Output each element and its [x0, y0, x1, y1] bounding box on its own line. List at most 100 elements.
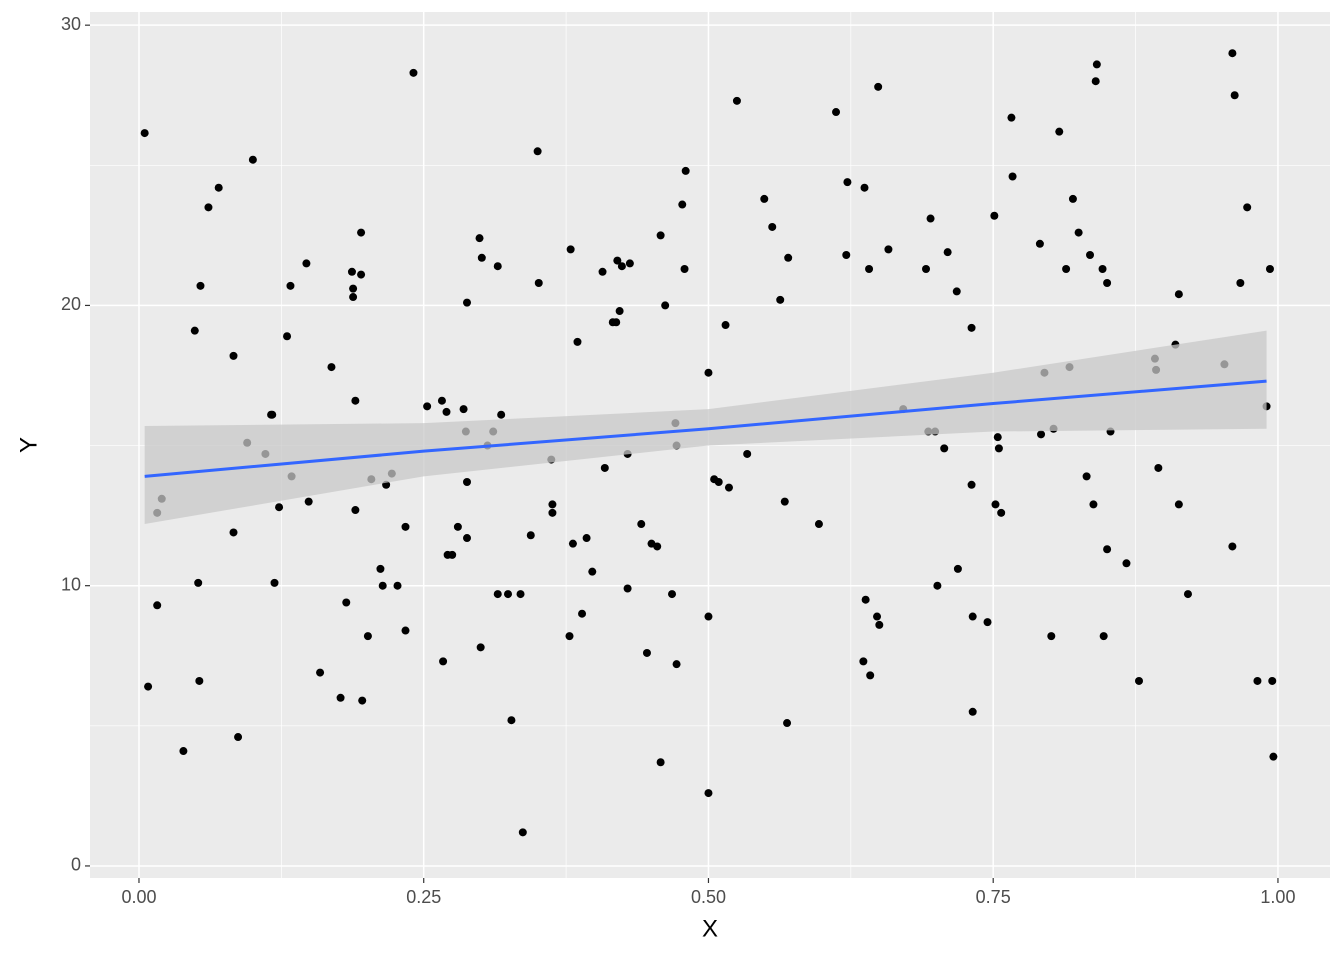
point: [234, 733, 243, 742]
point: [865, 264, 874, 273]
point: [493, 590, 502, 599]
point: [704, 368, 713, 377]
point: [656, 758, 665, 767]
point: [681, 166, 690, 175]
point: [991, 500, 1000, 509]
y-tick-label: 20: [61, 294, 81, 314]
point: [1253, 676, 1262, 685]
point: [1103, 545, 1112, 554]
point: [783, 719, 792, 728]
point: [1236, 279, 1245, 288]
x-tick-label: 0.00: [121, 887, 156, 907]
point: [409, 68, 418, 77]
point: [1103, 279, 1112, 288]
point: [229, 528, 238, 537]
point: [475, 234, 484, 243]
point: [1035, 239, 1044, 248]
point: [566, 245, 575, 254]
point: [1228, 542, 1237, 551]
point: [943, 248, 952, 257]
point: [459, 405, 468, 414]
point: [578, 609, 587, 618]
point: [859, 657, 868, 666]
point: [866, 671, 875, 680]
point: [968, 707, 977, 716]
point: [926, 214, 935, 223]
point: [351, 396, 360, 405]
point: [613, 256, 622, 265]
point: [1047, 632, 1056, 641]
point: [140, 129, 149, 138]
point: [832, 108, 841, 117]
point: [732, 96, 741, 105]
point: [548, 500, 557, 509]
point: [565, 632, 574, 641]
point: [861, 595, 870, 604]
x-tick-label: 0.75: [976, 887, 1011, 907]
point: [275, 503, 284, 512]
point: [437, 396, 446, 405]
point: [423, 402, 432, 411]
point: [1228, 49, 1237, 58]
point: [661, 301, 670, 310]
point: [144, 682, 153, 691]
point: [526, 531, 535, 540]
point: [534, 279, 543, 288]
x-tick-label: 1.00: [1260, 887, 1295, 907]
x-tick-label: 0.25: [406, 887, 441, 907]
confidence-band: [144, 330, 1267, 525]
point: [1086, 250, 1095, 259]
point: [304, 497, 313, 506]
point: [248, 155, 257, 164]
point: [617, 262, 626, 271]
point: [776, 295, 785, 304]
point: [286, 281, 295, 290]
point: [990, 211, 999, 220]
point: [724, 483, 733, 492]
point: [1269, 752, 1278, 761]
point: [1122, 559, 1131, 568]
y-axis-title: Y: [15, 437, 42, 453]
point: [1154, 463, 1163, 472]
point: [476, 643, 485, 652]
point: [721, 321, 730, 330]
point: [1082, 472, 1091, 481]
point: [351, 506, 360, 515]
point: [378, 581, 387, 590]
point: [588, 567, 597, 576]
point: [680, 264, 689, 273]
point: [656, 231, 665, 240]
point: [993, 433, 1002, 442]
point: [463, 477, 472, 486]
point: [714, 477, 723, 486]
point: [874, 82, 883, 91]
point: [983, 618, 992, 627]
point: [573, 337, 582, 346]
point: [349, 293, 358, 302]
point: [784, 253, 793, 262]
point: [967, 480, 976, 489]
point: [1174, 290, 1183, 299]
y-tick-label: 0: [71, 855, 81, 875]
point: [760, 194, 769, 203]
point: [1243, 203, 1252, 212]
point: [967, 323, 976, 332]
point: [358, 696, 367, 705]
point: [357, 270, 366, 279]
point: [1091, 77, 1100, 86]
point: [884, 245, 893, 254]
point: [442, 407, 451, 416]
point: [598, 267, 607, 276]
point: [623, 584, 632, 593]
point: [302, 259, 311, 268]
point: [376, 564, 385, 573]
point: [204, 203, 213, 212]
point: [1055, 127, 1064, 136]
point: [997, 508, 1006, 517]
point: [860, 183, 869, 192]
point: [1008, 172, 1017, 181]
point: [393, 581, 402, 590]
point: [668, 590, 677, 599]
point: [1089, 500, 1098, 509]
